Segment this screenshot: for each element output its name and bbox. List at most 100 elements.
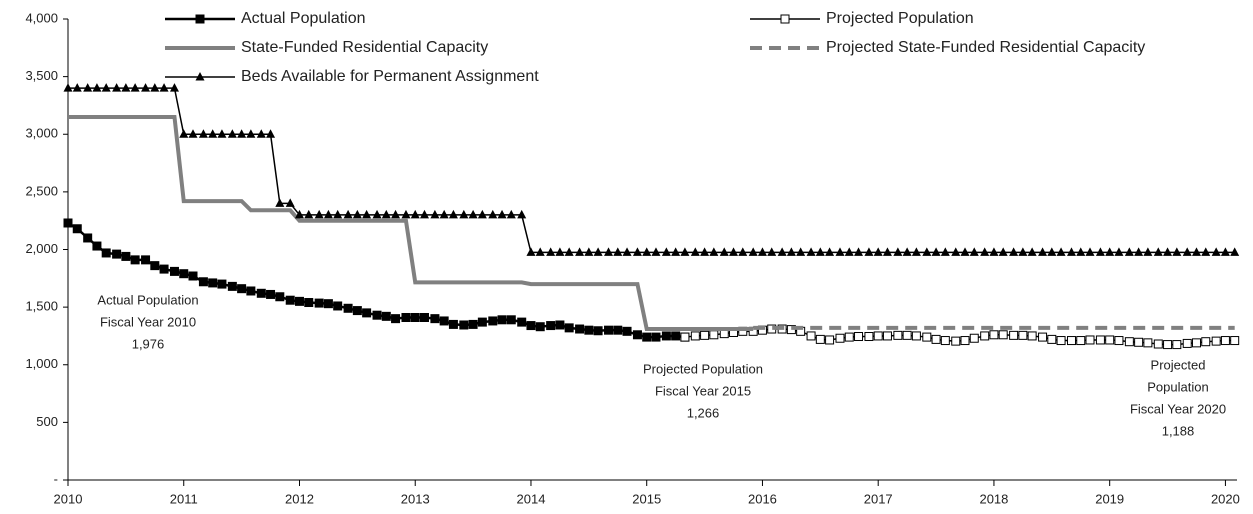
data-point <box>854 332 864 342</box>
data-point <box>555 247 565 256</box>
data-point <box>651 247 661 256</box>
data-point <box>1211 247 1221 256</box>
data-point <box>700 330 710 340</box>
data-point <box>1230 336 1240 346</box>
data-point <box>864 332 874 342</box>
data-point <box>1182 338 1192 348</box>
data-point <box>777 247 787 256</box>
data-point <box>362 308 372 318</box>
data-point <box>613 325 623 335</box>
data-point <box>72 224 82 234</box>
data-point <box>275 292 285 302</box>
data-point <box>1027 247 1037 256</box>
data-point <box>285 198 295 207</box>
data-point <box>951 247 961 256</box>
data-point <box>1163 247 1173 256</box>
data-point <box>632 330 642 340</box>
x-tick-label: 2015 <box>632 491 661 506</box>
data-point <box>459 209 469 219</box>
data-point <box>391 209 401 219</box>
data-point <box>989 247 999 256</box>
data-point <box>1172 340 1182 350</box>
x-tick-label: 2016 <box>748 491 777 506</box>
data-point <box>719 247 729 256</box>
data-point <box>1047 247 1057 256</box>
data-point <box>304 298 314 308</box>
data-point <box>343 209 353 219</box>
data-point <box>815 247 825 256</box>
data-point <box>1191 247 1201 256</box>
y-tick-label: 2,500 <box>25 183 58 198</box>
data-point <box>690 247 700 256</box>
annotation: Fiscal Year 2015 <box>655 383 751 398</box>
data-point <box>844 247 854 256</box>
data-point <box>217 129 227 138</box>
data-point <box>989 330 999 340</box>
data-point <box>266 289 276 299</box>
data-point <box>468 319 478 329</box>
data-point <box>980 247 990 256</box>
data-point <box>1124 247 1134 256</box>
data-point <box>130 255 140 265</box>
data-point <box>488 316 498 326</box>
data-point <box>198 277 208 287</box>
data-point <box>951 336 961 346</box>
data-point <box>391 314 401 324</box>
data-point <box>642 247 652 256</box>
data-point <box>1047 334 1057 344</box>
data-point <box>526 247 536 256</box>
data-point <box>323 209 333 219</box>
data-point <box>854 247 864 256</box>
data-point <box>1056 247 1066 256</box>
annotation: Fiscal Year 2020 <box>1130 401 1226 416</box>
data-point <box>1018 330 1028 340</box>
data-point <box>622 247 632 256</box>
data-point <box>835 247 845 256</box>
annotation: Actual Population <box>97 292 198 307</box>
data-point <box>902 247 912 256</box>
data-point <box>1172 247 1182 256</box>
data-point <box>121 251 131 261</box>
data-point <box>1009 330 1019 340</box>
data-point <box>661 331 671 341</box>
data-point <box>1230 247 1240 256</box>
x-tick-label: 2013 <box>401 491 430 506</box>
data-point <box>381 311 391 321</box>
data-point <box>1114 247 1124 256</box>
data-point <box>439 316 449 326</box>
data-point <box>208 278 218 288</box>
data-point <box>1085 247 1095 256</box>
data-point <box>893 330 903 340</box>
legend-marker <box>780 14 790 24</box>
data-point <box>237 284 247 294</box>
data-point <box>169 266 179 276</box>
legend-label: State-Funded Residential Capacity <box>241 39 488 56</box>
data-point <box>873 331 883 341</box>
data-point <box>188 129 198 138</box>
x-tick-label: 2012 <box>285 491 314 506</box>
data-point <box>266 129 276 138</box>
data-point <box>169 83 179 92</box>
data-point <box>352 209 362 219</box>
data-point <box>998 330 1008 340</box>
data-point <box>593 247 603 256</box>
data-point <box>1134 337 1144 347</box>
x-tick-label: 2010 <box>54 491 83 506</box>
data-point <box>1220 336 1230 346</box>
y-tick-label: 500 <box>36 414 58 429</box>
data-point <box>188 271 198 281</box>
data-point <box>256 129 266 138</box>
data-point <box>121 83 131 92</box>
annotation: Projected <box>1151 357 1206 372</box>
data-point <box>604 325 614 335</box>
data-point <box>72 83 82 92</box>
data-point <box>430 209 440 219</box>
data-point <box>246 129 256 138</box>
data-point <box>159 83 169 92</box>
data-point <box>825 247 835 256</box>
data-point <box>150 261 160 271</box>
data-point <box>1124 337 1134 347</box>
data-point <box>575 247 585 256</box>
data-point <box>748 247 758 256</box>
data-point <box>546 321 556 331</box>
